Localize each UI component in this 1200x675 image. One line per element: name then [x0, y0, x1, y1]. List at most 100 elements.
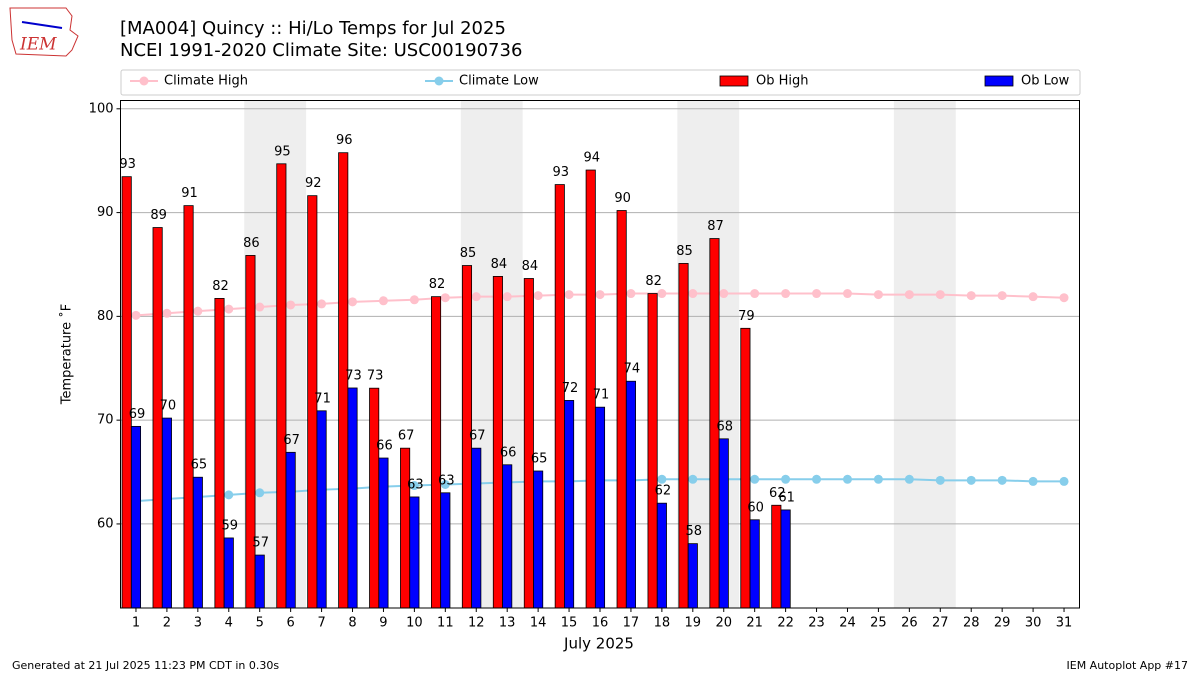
bar: [554, 184, 565, 609]
data-label: 89: [150, 208, 167, 223]
bar: [431, 296, 442, 609]
point: [255, 488, 265, 498]
point: [904, 474, 914, 484]
point: [997, 475, 1007, 485]
data-label: 92: [305, 176, 322, 191]
title-line: NCEI 1991-2020 Climate Site: USC00190736: [120, 40, 522, 61]
bar: [121, 176, 132, 609]
x-tick-label: 31: [1056, 616, 1073, 631]
point: [750, 474, 760, 484]
data-label: 72: [562, 381, 579, 396]
plot-area: [120, 100, 1080, 609]
data-label: 71: [593, 388, 610, 403]
bar: [285, 451, 296, 609]
point: [935, 475, 945, 485]
point: [502, 292, 512, 302]
bar: [780, 509, 791, 609]
data-label: 63: [407, 477, 424, 492]
footer-right: IEM Autoplot App #17: [1067, 659, 1189, 672]
bar: [440, 492, 451, 609]
data-label: 74: [624, 362, 641, 377]
data-label: 86: [243, 236, 260, 251]
data-label: 91: [181, 186, 198, 201]
x-tick-label: 28: [963, 616, 980, 631]
data-label: 58: [686, 524, 703, 539]
x-tick-label: 5: [256, 616, 264, 631]
bar: [656, 502, 667, 609]
bar: [183, 205, 194, 609]
data-label: 84: [491, 257, 508, 272]
data-label: 87: [707, 219, 724, 234]
bar: [523, 278, 534, 609]
data-label: 66: [500, 445, 517, 460]
data-label: 65: [531, 452, 548, 467]
point: [842, 474, 852, 484]
bar: [687, 543, 698, 609]
bar: [254, 554, 265, 609]
data-label: 94: [583, 151, 600, 166]
x-tick-label: 9: [379, 616, 387, 631]
data-label: 71: [314, 391, 331, 406]
point: [1028, 292, 1038, 302]
bar: [400, 447, 411, 609]
bar: [502, 464, 513, 609]
data-label: 82: [645, 274, 662, 289]
y-tick-label: 80: [97, 309, 114, 324]
point: [966, 475, 976, 485]
data-label: 60: [747, 500, 764, 515]
data-label: 59: [222, 518, 239, 533]
data-label: 61: [778, 490, 795, 505]
bar: [369, 387, 380, 609]
data-label: 62: [769, 486, 786, 501]
point: [564, 290, 574, 300]
bar: [161, 417, 172, 609]
legend-marker: [139, 76, 149, 86]
point: [688, 289, 698, 299]
x-tick-label: 1: [132, 616, 140, 631]
y-tick-label: 90: [97, 205, 114, 220]
data-label: 82: [429, 277, 446, 292]
bar: [740, 327, 751, 609]
bar: [492, 276, 503, 609]
legend-marker: [434, 76, 444, 86]
data-label: 90: [614, 191, 631, 206]
point: [719, 289, 729, 299]
point: [935, 290, 945, 300]
x-tick-label: 18: [654, 616, 671, 631]
point: [842, 289, 852, 299]
data-label: 68: [716, 419, 733, 434]
bar: [378, 457, 389, 609]
point: [255, 302, 265, 312]
point: [131, 310, 141, 320]
bar: [718, 438, 729, 609]
x-tick-label: 26: [901, 616, 918, 631]
bar: [749, 519, 760, 609]
data-label: 65: [191, 458, 208, 473]
bar: [214, 298, 225, 609]
footer-left: Generated at 21 Jul 2025 11:23 PM CDT in…: [12, 659, 279, 672]
point: [409, 481, 419, 491]
data-label: 73: [345, 368, 362, 383]
data-label: 95: [274, 144, 291, 159]
x-tick-label: 12: [468, 616, 485, 631]
point: [224, 490, 234, 500]
bar: [616, 210, 627, 609]
data-label: 67: [398, 429, 415, 444]
logo-line: [21, 21, 63, 29]
data-label: 93: [119, 157, 136, 172]
x-tick-label: 3: [194, 616, 202, 631]
point: [471, 292, 481, 302]
y-axis-label: Temperature ˚F: [59, 304, 75, 405]
bar: [192, 476, 203, 609]
x-tick-label: 11: [437, 616, 454, 631]
x-tick-label: 20: [715, 616, 732, 631]
legend-label: Ob Low: [1021, 74, 1070, 89]
point: [1028, 476, 1038, 486]
x-tick-label: 6: [287, 616, 295, 631]
bar: [245, 255, 256, 609]
point: [812, 289, 822, 299]
bar: [130, 425, 142, 609]
point: [750, 289, 760, 299]
data-label: 69: [129, 407, 146, 422]
